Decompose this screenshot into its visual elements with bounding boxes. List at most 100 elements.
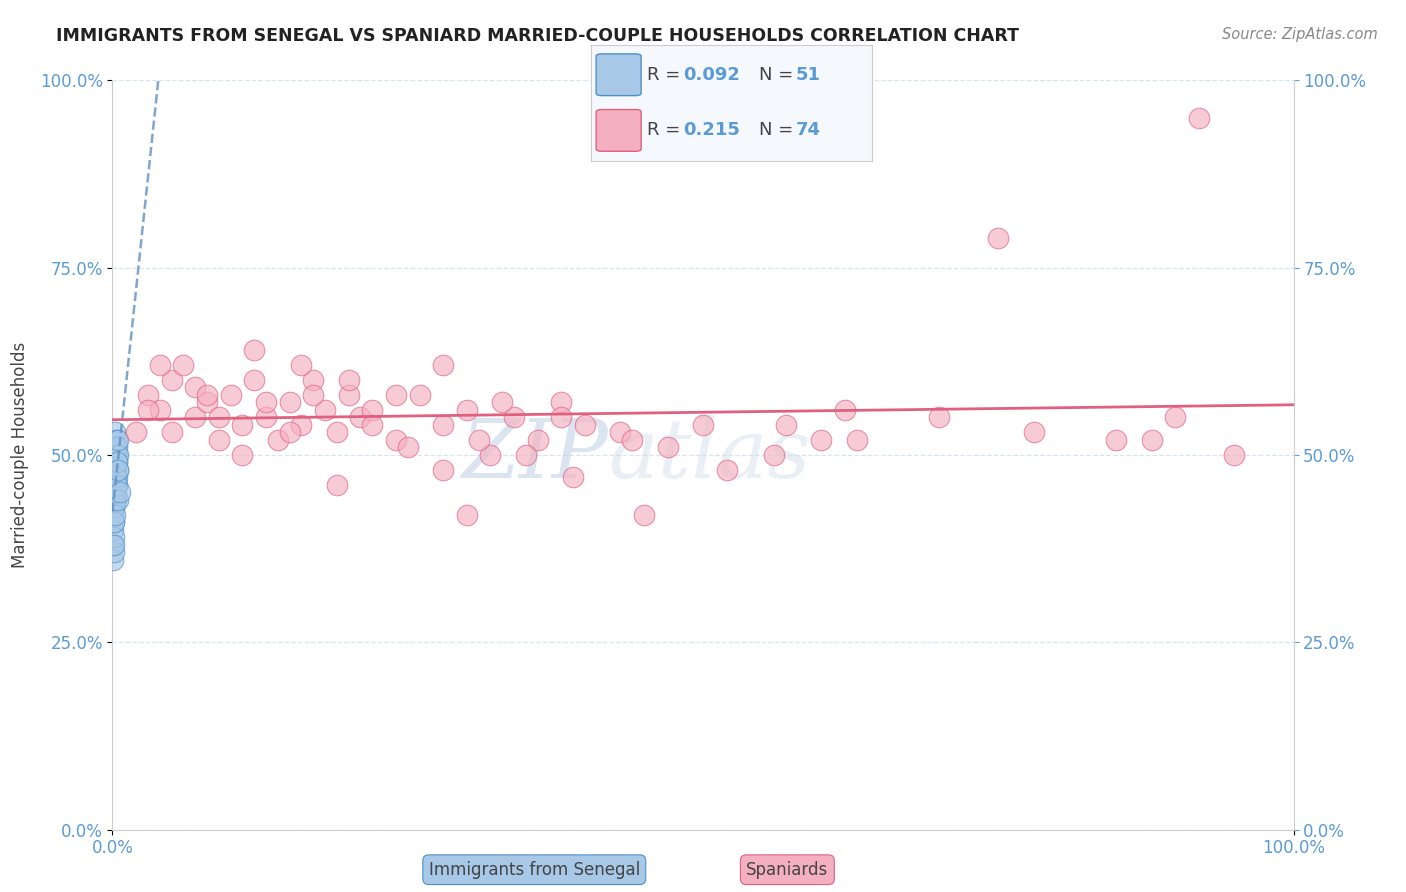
Point [103,463,125,477]
Point [243,373,266,387]
Point [775,417,797,432]
Point [104,485,127,500]
Point [526,433,548,447]
Point [491,395,513,409]
Point [195,388,218,402]
Point [107,492,129,507]
Point [326,478,349,492]
Point [103,545,125,559]
Point [104,478,127,492]
Point [810,433,832,447]
Point [125,425,148,440]
Text: 74: 74 [796,121,821,139]
Point [101,492,124,507]
Point [456,508,478,522]
Point [396,441,419,455]
Point [195,395,218,409]
Point [361,417,384,432]
Point [349,410,371,425]
Point [267,433,290,447]
Point [503,410,526,425]
Point [103,500,125,515]
Text: ZIP: ZIP [461,415,609,495]
Point [302,373,325,387]
Point [103,470,125,484]
Text: R =: R = [647,121,686,139]
Point [107,448,129,462]
FancyBboxPatch shape [596,110,641,152]
Point [105,478,128,492]
Point [103,478,125,492]
Point [107,441,129,455]
Point [104,492,127,507]
Point [107,463,129,477]
Y-axis label: Married-couple Households: Married-couple Households [11,342,28,568]
Point [432,358,454,372]
Point [550,410,572,425]
Point [716,463,738,477]
Point [834,403,856,417]
Point [562,470,585,484]
Point [136,403,159,417]
Point [278,395,301,409]
Point [1105,433,1128,447]
Point [1223,448,1246,462]
Point [103,516,125,530]
Point [149,358,172,372]
Point [432,417,454,432]
Point [103,500,125,515]
Point [845,433,868,447]
Point [692,417,714,432]
Point [104,463,127,477]
FancyBboxPatch shape [596,54,641,95]
Point [254,410,277,425]
Point [104,425,127,440]
Point [467,433,489,447]
Point [104,478,127,492]
Point [657,441,679,455]
Point [208,433,231,447]
Point [105,463,128,477]
Text: 0.215: 0.215 [683,121,740,139]
Point [326,425,349,440]
Point [101,538,124,552]
Point [105,478,128,492]
Point [103,508,125,522]
Point [550,395,572,409]
Point [243,343,266,357]
Point [515,448,537,462]
Point [105,448,128,462]
Point [149,403,172,417]
Point [361,403,384,417]
Point [219,388,242,402]
Point [456,403,478,417]
Point [103,448,125,462]
Point [290,417,312,432]
Point [103,455,125,469]
Point [104,470,127,484]
Point [104,492,127,507]
Point [184,380,207,394]
Text: N =: N = [759,121,799,139]
Point [385,388,408,402]
Point [104,463,127,477]
Text: Immigrants from Senegal: Immigrants from Senegal [429,861,640,879]
Text: Spaniards: Spaniards [747,861,828,879]
Point [107,463,129,477]
Point [208,410,231,425]
Point [104,448,127,462]
Point [108,485,131,500]
Point [105,470,128,484]
Point [103,523,125,537]
Point [1022,425,1045,440]
Point [337,388,360,402]
Point [103,553,125,567]
Point [385,433,408,447]
Point [432,463,454,477]
Point [105,433,128,447]
Point [609,425,631,440]
Point [105,455,128,469]
Point [278,425,301,440]
Point [762,448,785,462]
Point [104,455,127,469]
